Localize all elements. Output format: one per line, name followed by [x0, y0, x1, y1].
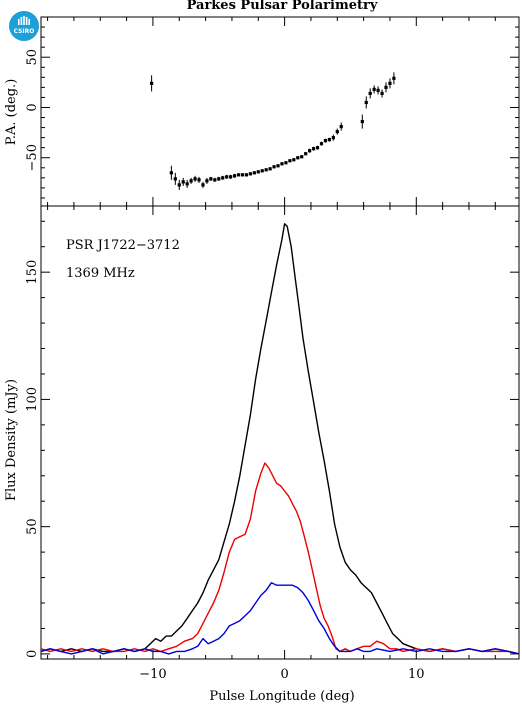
pa-data-point: [185, 182, 189, 186]
pa-data-point: [236, 173, 241, 177]
pa-data-point: [260, 169, 264, 173]
pa-data-point: [268, 167, 272, 171]
csiro-logo: CSIRO: [9, 11, 39, 41]
csiro-logo-icon: [18, 16, 30, 25]
pa-data-point: [368, 91, 372, 96]
pa-data-point: [319, 142, 324, 146]
pa-data-point: [331, 136, 335, 140]
pa-data-point: [311, 147, 316, 151]
flux-panel-frame: [40, 205, 520, 660]
pa-data-point: [364, 100, 368, 105]
pa-data-point: [197, 178, 201, 182]
pa-data-point: [173, 177, 177, 181]
pa-data-point: [169, 171, 173, 175]
pa-data-point: [327, 138, 331, 142]
pa-data-point: [308, 149, 312, 153]
pa-data-point: [225, 175, 229, 179]
pa-data-point: [280, 162, 284, 166]
pa-data-point: [304, 152, 308, 156]
pa-data-point: [292, 158, 296, 162]
flux-y-tick-label: 50: [25, 518, 40, 535]
x-axis-label: Pulse Longitude (deg): [209, 689, 354, 704]
pa-data-point: [264, 168, 268, 172]
x-tick-label: 10: [408, 667, 425, 682]
pa-data-point: [209, 177, 213, 181]
pa-data-point: [315, 146, 320, 150]
total-flux-line: [41, 223, 519, 655]
pa-data-point: [323, 139, 328, 143]
pa-data-point: [335, 130, 339, 134]
pa-data-point: [372, 87, 376, 91]
pa-data-point: [296, 156, 300, 160]
pa-data-point: [217, 177, 221, 181]
pa-data-point: [177, 183, 181, 187]
pa-data-point: [288, 159, 292, 163]
pa-data-point: [360, 119, 364, 124]
frequency-label: 1369 MHz: [66, 266, 135, 281]
pa-data-point: [339, 124, 343, 129]
pa-data-point: [213, 178, 217, 182]
pa-data-point: [380, 91, 384, 96]
pa-data-point: [240, 173, 245, 177]
pa-data-point: [376, 88, 380, 92]
pa-data-point: [201, 183, 205, 187]
pa-data-point: [229, 175, 233, 179]
pa-data-point: [276, 164, 280, 168]
chart-title: Parkes Pulsar Polarimetry: [187, 0, 378, 13]
flux-y-tick-label: 100: [25, 387, 40, 412]
pa-y-axis-label: P.A. (deg.): [4, 79, 19, 146]
pa-data-point: [193, 177, 197, 181]
pa-data-point: [244, 173, 249, 177]
flux-y-tick-label: 150: [25, 260, 40, 285]
pa-data-point: [392, 76, 396, 80]
pa-data-point: [384, 85, 388, 89]
pa-data-point: [300, 155, 304, 159]
pa-y-tick-label: −50: [25, 144, 40, 171]
pulsar-name-label: PSR J1722−3712: [66, 238, 180, 253]
pa-data-point: [181, 180, 185, 184]
pa-data-point: [232, 174, 237, 178]
x-tick-label: −10: [139, 667, 166, 682]
pa-data-point: [388, 81, 392, 85]
pa-data-point: [272, 165, 276, 169]
pa-data-point: [205, 179, 209, 183]
pa-data-point: [221, 176, 225, 180]
pa-data-point: [252, 171, 256, 175]
pa-y-tick-label: 0: [25, 103, 40, 111]
pa-data-point: [150, 81, 154, 85]
pa-data-point: [284, 161, 288, 165]
flux-y-tick-label: 0: [25, 650, 40, 658]
logo-text: CSIRO: [13, 28, 35, 35]
pa-panel-frame: [40, 16, 520, 207]
circular-flux-line: [41, 582, 519, 655]
pa-data-point: [189, 179, 193, 183]
pa-y-tick-label: 50: [25, 49, 40, 66]
pa-data-point: [256, 170, 260, 174]
pa-data-point: [248, 172, 252, 176]
x-tick-label: 0: [280, 667, 288, 682]
linear-flux-line: [41, 462, 519, 655]
flux-y-axis-label: Flux Density (mJy): [4, 379, 19, 501]
